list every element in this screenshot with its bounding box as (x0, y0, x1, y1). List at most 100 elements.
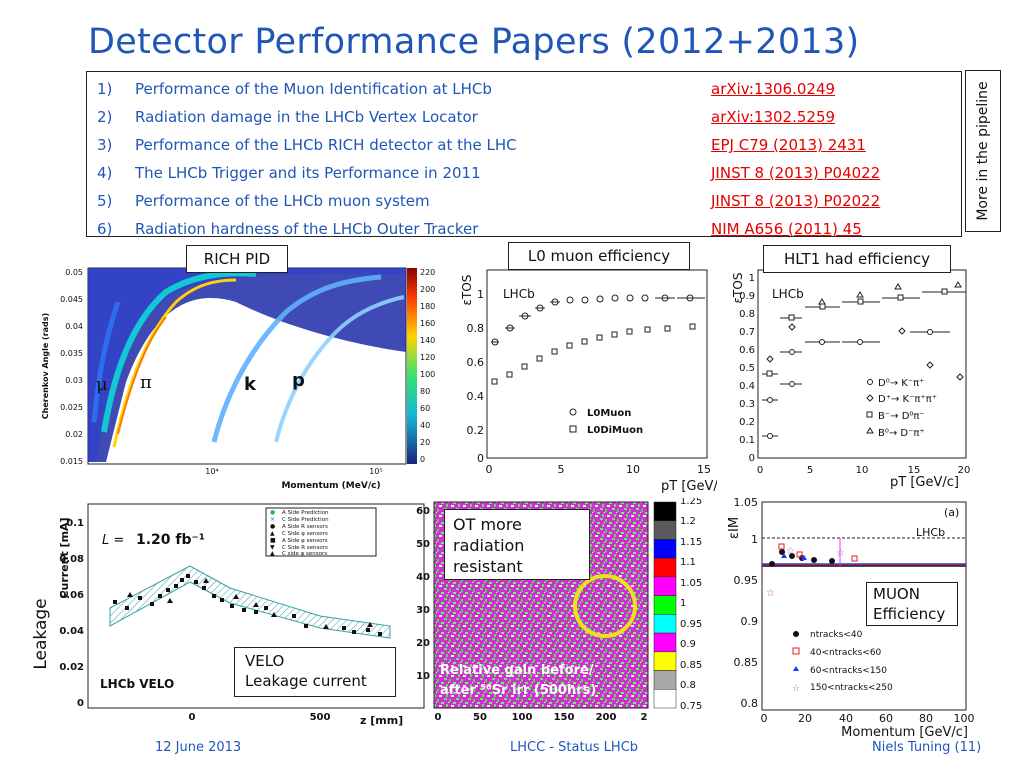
footer-center: LHCC - Status LHCb (510, 740, 639, 755)
paper-reference-link[interactable]: JINST 8 (2013) P04022 (711, 164, 881, 182)
ot-scale-swatch (653, 595, 677, 615)
velo-legend-entry: A Side R sensors (282, 524, 328, 530)
hlt1-xtick: 20 (958, 465, 971, 476)
ot-ztick: 0.75 (680, 701, 702, 712)
hlt1-point (954, 281, 962, 288)
ot-scale-swatch (653, 539, 677, 559)
velo-prediction-band (109, 565, 391, 639)
velo-lumi-prefix: L = (102, 533, 124, 548)
velo-legend-entry: A Side Prediction (282, 510, 329, 516)
paper-number: 6) (97, 220, 113, 238)
muon-panel-tag: (a) (944, 506, 959, 519)
ot-ztick: 1.1 (680, 557, 696, 568)
hlt1-point (819, 339, 825, 345)
ot-scale-swatch (653, 557, 677, 578)
muon-legend-entry: 60<ntracks<150 (810, 666, 887, 676)
l0-muon-point (626, 294, 634, 302)
paper-reference-link[interactable]: NIM A656 (2011) 45 (711, 220, 862, 238)
l0-dimuon-point (581, 338, 588, 345)
muon-xtick: 40 (839, 712, 853, 725)
l0-ytick: 0.6 (467, 356, 485, 369)
hlt1-legend-entry: B⁰→ D⁻π⁺ (878, 428, 925, 439)
ot-scale-swatch (653, 520, 677, 540)
l0-dimuon-point (506, 371, 513, 378)
rich-ztick: 40 (420, 421, 430, 430)
ot-scale-swatch (653, 651, 677, 671)
l0-muon-label: L0 muon efficiency (508, 242, 690, 270)
paper-number: 5) (97, 192, 113, 210)
hlt1-ytick: 0.1 (739, 435, 755, 446)
ot-scale-swatch (653, 501, 677, 521)
muon-xtick: 60 (879, 712, 893, 725)
velo-legend-entry: C side φ sensors (282, 551, 327, 557)
l0-legend-marker (569, 425, 577, 433)
muon-xtick: 0 (761, 712, 768, 725)
rich-particle-label: π (140, 372, 152, 393)
ot-scale-swatch (653, 670, 677, 690)
rich-ztick: 80 (420, 387, 430, 396)
rich-x-axis-label: Momentum (MeV/c) (281, 481, 380, 491)
hlt1-point (767, 397, 773, 403)
hlt1-point (766, 370, 773, 377)
footer-author: Niels Tuning (11) (872, 740, 982, 755)
rich-ztick: 20 (420, 438, 430, 447)
rich-ztick: 100 (420, 370, 435, 379)
paper-number: 2) (97, 108, 113, 126)
svg-text:☆: ☆ (766, 588, 775, 599)
hlt1-point (788, 314, 795, 321)
l0-muon-point (611, 294, 619, 302)
rich-ytick: 0.025 (60, 403, 83, 412)
rich-ztick: 140 (420, 336, 435, 345)
paper-reference-link[interactable]: JINST 8 (2013) P02022 (711, 192, 881, 210)
hlt1-y-axis-label: εTOS (731, 273, 745, 304)
rich-ztick: 60 (420, 404, 430, 413)
hlt1-point (789, 381, 795, 387)
l0-dimuon-point (536, 355, 543, 362)
muon-xtick: 80 (919, 712, 933, 725)
ot-ytick: 40 (416, 572, 430, 583)
muon-y-axis-label: εIM (727, 517, 742, 539)
muon-x-axis-label: Momentum [GeV/c] (841, 725, 968, 740)
hlt1-xtick: 5 (807, 465, 813, 476)
svg-text:☆: ☆ (786, 546, 795, 557)
l0-muon-point (641, 294, 649, 302)
hlt1-point (894, 283, 902, 290)
ot-xtick: 200 (596, 712, 617, 723)
pipeline-note: More in the pipeline (965, 70, 1001, 232)
hlt1-legend-entry: D⁺→ K⁻π⁺π⁺ (878, 394, 937, 405)
ot-caption-line: Relative gain before/ (440, 663, 594, 678)
l0-x-axis-label: pT [GeV/c] (661, 479, 717, 494)
paper-reference-link[interactable]: arXiv:1302.5259 (711, 108, 836, 126)
svg-text:●: ● (270, 523, 275, 530)
rich-pid-label: RICH PID (186, 245, 288, 273)
rich-pid-plot: 0.05 0.045 0.04 0.035 0.03 0.025 0.02 0.… (36, 262, 436, 492)
velo-legend (265, 507, 377, 557)
l0-muon-efficiency-plot: 1 0.8 0.6 0.4 0.2 0 0 5 10 15 εTOS pT [G… (455, 262, 730, 494)
slide-title: Detector Performance Papers (2012+2013) (88, 22, 860, 62)
l0-dimuon-point (644, 326, 651, 333)
muon-annotation: MUON Efficiency (866, 582, 958, 626)
l0-ytick: 0.2 (467, 424, 485, 437)
svg-text:☆: ☆ (792, 684, 800, 694)
muon-ytick: 0.85 (734, 656, 759, 669)
rich-ytick: 0.045 (60, 295, 83, 304)
ot-xtick: 50 (473, 712, 487, 723)
velo-y-axis-label: Current [mA] (58, 517, 71, 598)
velo-ytick: 0.04 (59, 626, 84, 637)
velo-ytick: 0.02 (59, 662, 84, 673)
ot-ytick: 10 (416, 671, 430, 682)
l0-xtick: 5 (558, 463, 565, 476)
l0-ytick: 0.8 (467, 322, 485, 335)
l0-dimuon-point (596, 334, 603, 341)
muon-ytick: 0.9 (741, 615, 759, 628)
rich-y-axis-label: Cherenkov Angle (rads) (41, 313, 50, 419)
rich-particle-label: p (292, 370, 305, 391)
l0-legend-entry: L0Muon (587, 408, 631, 419)
l0-dimuon-point (689, 323, 696, 330)
ot-annotation-line: OT more (453, 515, 522, 534)
paper-reference-link[interactable]: arXiv:1306.0249 (711, 80, 836, 98)
ot-annotation-line: radiation (453, 536, 525, 555)
hlt1-point (926, 361, 934, 369)
paper-reference-link[interactable]: EPJ C79 (2013) 2431 (711, 136, 866, 154)
pipeline-label: More in the pipeline (975, 81, 991, 221)
